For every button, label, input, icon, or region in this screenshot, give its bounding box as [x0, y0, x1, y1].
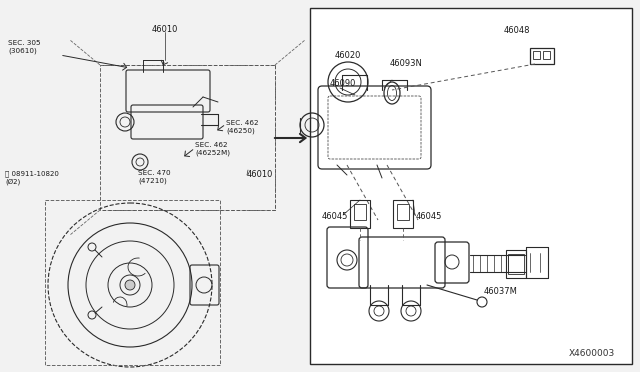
Text: 46037M: 46037M: [484, 288, 518, 296]
Bar: [354, 204, 366, 220]
Text: 46093N: 46093N: [390, 59, 423, 68]
Text: SEC. 305
(30610): SEC. 305 (30610): [8, 40, 40, 54]
Text: 46045: 46045: [322, 212, 348, 221]
Bar: [543, 51, 550, 59]
Circle shape: [125, 280, 135, 290]
Text: 46048: 46048: [504, 26, 531, 35]
Text: Ⓝ 08911-10820
(Ø2): Ⓝ 08911-10820 (Ø2): [5, 170, 59, 185]
Text: 46010: 46010: [152, 25, 178, 34]
Bar: [350, 200, 370, 228]
Text: 46045: 46045: [416, 212, 442, 221]
Text: 46090: 46090: [330, 79, 356, 88]
Bar: [533, 51, 540, 59]
Text: SEC. 470
(47210): SEC. 470 (47210): [138, 170, 171, 184]
Bar: [100, 65, 275, 210]
Bar: [530, 48, 554, 64]
Text: SEC. 462
(46250): SEC. 462 (46250): [226, 120, 259, 134]
Bar: [397, 204, 409, 220]
Bar: [508, 254, 524, 274]
Text: SEC. 462
(46252M): SEC. 462 (46252M): [195, 142, 230, 156]
Bar: [45, 200, 220, 365]
Text: X4600003: X4600003: [569, 349, 615, 358]
Bar: [393, 200, 413, 228]
Text: 46020: 46020: [335, 51, 361, 60]
Bar: [506, 250, 526, 278]
Text: 46010: 46010: [247, 170, 273, 179]
Bar: [310, 8, 632, 364]
